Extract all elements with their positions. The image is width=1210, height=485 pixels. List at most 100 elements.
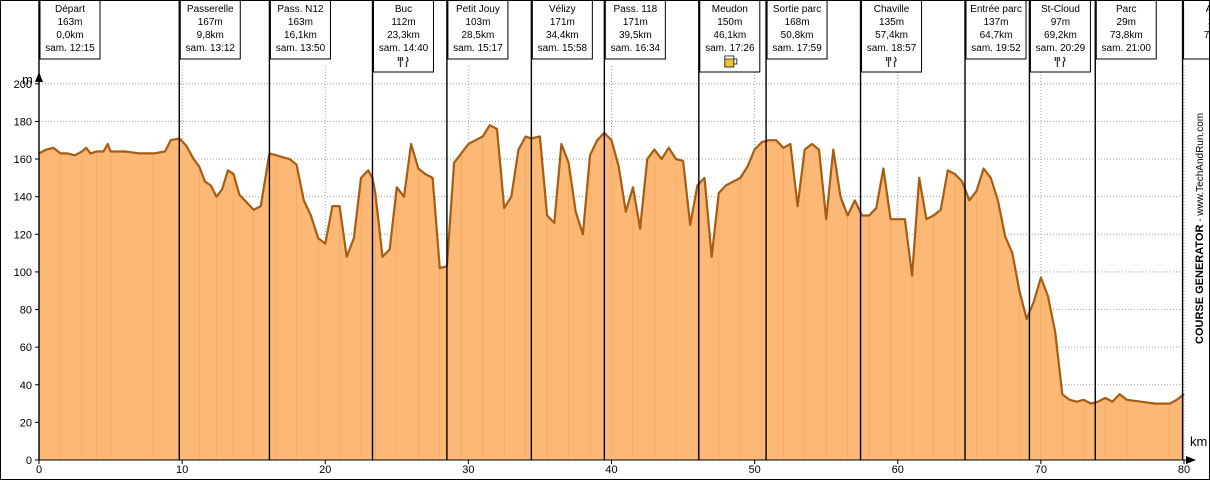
waypoint-label-box xyxy=(269,0,331,60)
waypoint-altitude: 150m xyxy=(717,17,742,28)
axis-ticks: 0 20 40 60 80 100 120 140 160 180 200 0 10 20 30 40 50 60… xyxy=(14,79,1190,476)
y-tick-label: 80 xyxy=(20,305,32,317)
waypoint-altitude: 103m xyxy=(465,17,490,28)
waypoint-markers: Départ 163m 0,0km sam. 12:15 Passerelle 167m 9… xyxy=(38,0,1210,460)
waypoint-name: Pass. N12 xyxy=(277,4,324,15)
waypoint-name: Départ xyxy=(55,4,85,15)
x-tick-label: 40 xyxy=(605,464,617,476)
waypoint-distance: 9,8km xyxy=(197,30,224,41)
waypoint-distance: 69,2km xyxy=(1044,30,1077,41)
waypoint-name: Arri xyxy=(1206,4,1210,15)
y-tick-label: 140 xyxy=(14,192,32,204)
fork-knife-icon xyxy=(397,56,409,67)
axes: m km xyxy=(22,72,1207,464)
waypoint-altitude: 163m xyxy=(288,17,313,28)
waypoint-time: sam. 17:59 xyxy=(772,43,822,54)
fork-knife-icon xyxy=(885,56,897,67)
waypoint-label-box xyxy=(39,0,101,60)
y-tick-label: 160 xyxy=(14,154,32,166)
waypoint-distance: 16,1km xyxy=(284,30,317,41)
waypoint-name: Entrée parc xyxy=(970,4,1022,15)
waypoint-distance: 73,8km xyxy=(1110,30,1143,41)
elevation-line xyxy=(38,124,1185,405)
waypoint-label-box xyxy=(861,0,923,73)
waypoint-marker: Petit Jouy 103m 28,5km sam. 15:17 xyxy=(446,0,509,460)
waypoint-time: sam. 17:26 xyxy=(705,43,755,54)
waypoint-distance: 39,5km xyxy=(619,30,652,41)
y-tick-label: 60 xyxy=(20,342,32,354)
y-tick-label: 200 xyxy=(14,79,32,91)
y-axis-unit-label: m xyxy=(22,72,33,87)
waypoint-time: sam. 20:29 xyxy=(1036,43,1086,54)
waypoint-altitude: 112m xyxy=(391,17,415,28)
waypoint-marker: Pass. 118 171m 39,5km sam. 16:34 xyxy=(603,0,666,460)
waypoint-altitude: 137m xyxy=(984,17,1009,28)
waypoint-time: sam. 12:15 xyxy=(45,43,95,54)
waypoint-altitude: 171m xyxy=(623,17,648,28)
waypoint-marker: Départ 163m 0,0km sam. 12:15 xyxy=(38,0,101,460)
waypoint-distance: 50,8km xyxy=(781,30,814,41)
waypoint-time: sam. 13:50 xyxy=(276,43,326,54)
waypoint-label-box xyxy=(766,0,828,60)
x-tick-label: 0 xyxy=(36,464,42,476)
x-tick-label: 80 xyxy=(1178,464,1190,476)
waypoint-marker: Sortie parc 168m 50,8km sam. 17:59 xyxy=(765,0,828,460)
waypoint-label-box xyxy=(1095,0,1157,60)
y-tick-label: 0 xyxy=(26,455,32,467)
waypoint-name: Pass. 118 xyxy=(613,4,657,15)
waypoint-name: Buc xyxy=(395,4,412,15)
waypoint-name: Chaville xyxy=(874,4,910,15)
waypoint-marker: Meudon 150m 46,1km sam. 17:26 xyxy=(698,0,761,460)
waypoint-marker: Vélizy 171m 34,4km sam. 15:58 xyxy=(530,0,593,460)
y-tick-label: 120 xyxy=(14,229,32,241)
waypoint-marker: Pass. N12 163m 16,1km sam. 13:50 xyxy=(268,0,331,460)
watermark-light: - www.TechAndRun.com xyxy=(1195,113,1206,225)
y-tick-label: 40 xyxy=(20,380,32,392)
waypoint-marker: St-Cloud 97m 69,2km sam. 20:29 xyxy=(1028,0,1091,460)
waypoint-distance: 0,0km xyxy=(56,30,83,41)
waypoint-name: Sortie parc xyxy=(773,4,821,15)
waypoint-label-box xyxy=(447,0,509,60)
y-tick-label: 100 xyxy=(14,267,32,279)
waypoint-distance: 28,5km xyxy=(462,30,495,41)
waypoint-name: Petit Jouy xyxy=(456,4,500,15)
waypoint-distance: 34,4km xyxy=(546,30,579,41)
fork-knife-icon xyxy=(1054,56,1066,67)
waypoint-time: sam. 15:58 xyxy=(538,43,588,54)
waypoint-name: Meudon xyxy=(712,4,748,15)
beer-icon xyxy=(724,55,738,68)
y-axis-arrow xyxy=(35,72,43,82)
waypoint-name: Passerelle xyxy=(187,4,234,15)
waypoint-altitude: 163m xyxy=(57,17,82,28)
svg-text:COURSE GENERATOR - www.TechAnd: COURSE GENERATOR - www.TechAndRun.com xyxy=(1194,113,1206,344)
course-generator-watermark: COURSE GENERATOR - www.TechAndRun.com xyxy=(1194,113,1206,344)
waypoint-time: sam. 19:52 xyxy=(971,43,1021,54)
waypoint-distance: 79,9 xyxy=(1204,30,1210,41)
profile-area xyxy=(38,124,1185,460)
waypoint-time: sam. 21:00 xyxy=(1102,43,1152,54)
y-tick-label: 180 xyxy=(14,116,32,128)
waypoint-marker: Parc 29m 73,8km sam. 21:00 xyxy=(1094,0,1157,460)
waypoint-altitude: 135m xyxy=(879,17,904,28)
waypoint-altitude: 29m xyxy=(1117,17,1136,28)
waypoint-label-box xyxy=(965,0,1027,60)
waypoint-distance: 46,1km xyxy=(713,30,746,41)
waypoint-marker: Chaville 135m 57,4km sam. 18:57 xyxy=(859,0,923,460)
waypoint-name: Parc xyxy=(1116,4,1137,15)
waypoint-label-box xyxy=(1183,0,1210,60)
x-tick-label: 20 xyxy=(319,464,331,476)
waypoint-time: sam. 13:12 xyxy=(186,43,236,54)
waypoint-distance: 64,7km xyxy=(980,30,1013,41)
watermark-bold: COURSE GENERATOR xyxy=(1194,225,1206,344)
waypoint-marker: Buc 112m 23,3km sam. 14:40 xyxy=(371,0,434,460)
waypoint-altitude: 167m xyxy=(198,17,223,28)
waypoint-marker: Passerelle 167m 9,8km sam. 13:12 xyxy=(178,0,241,460)
waypoint-label-box xyxy=(179,0,241,60)
x-tick-label: 60 xyxy=(892,464,904,476)
waypoint-label-box xyxy=(1029,0,1091,73)
x-tick-label: 70 xyxy=(1035,464,1047,476)
waypoint-name: Vélizy xyxy=(549,4,576,15)
waypoint-label-box xyxy=(372,0,434,73)
